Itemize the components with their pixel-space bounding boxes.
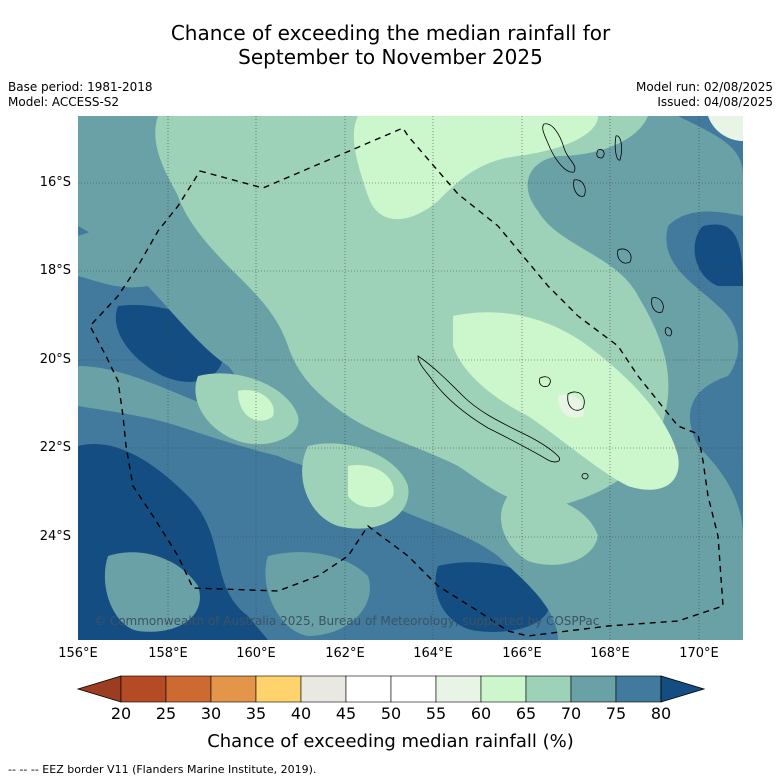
rainfall-map — [78, 116, 743, 640]
lat-label-24s: 24°S — [39, 529, 71, 544]
vanuatu-tanna — [651, 297, 664, 313]
lon-label-168e: 168°E — [590, 646, 630, 661]
lat-label-16s: 16°S — [39, 175, 71, 190]
dark-patch-south — [435, 562, 550, 632]
map-canvas — [78, 116, 743, 640]
lon-label-170e: 170°E — [679, 646, 719, 661]
colorbar-extend-high — [660, 675, 706, 703]
loyalty-island-2 — [567, 391, 585, 411]
lon-label-166e: 166°E — [502, 646, 542, 661]
new-caledonia-island — [417, 355, 561, 463]
lon-label-156e: 156°E — [58, 646, 98, 661]
colorbar-segment — [255, 675, 302, 703]
model-info: Base period: 1981-2018 Model: ACCESS-S2 — [8, 80, 153, 110]
colorbar-segment — [210, 675, 257, 703]
lon-label-158e: 158°E — [148, 646, 188, 661]
colorbar-segment — [165, 675, 212, 703]
vanuatu-efate — [617, 248, 632, 264]
issued-text: Issued: 04/08/2025 — [657, 95, 773, 109]
colorbar-tick-label: 65 — [515, 704, 537, 723]
dark-patch-east — [694, 224, 743, 286]
title-line-2: September to November 2025 — [238, 45, 543, 69]
colorbar-segment — [570, 675, 617, 703]
colorbar-segment — [435, 675, 482, 703]
title-line-1: Chance of exceeding the median rainfall … — [170, 21, 611, 45]
colorbar-tick-label: 20 — [110, 704, 132, 723]
colorbar-tick-label: 30 — [200, 704, 222, 723]
lat-label-18s: 18°S — [39, 263, 71, 278]
vanuatu-small-2 — [614, 135, 623, 161]
eez-legend-note: -- -- -- EEZ border V11 (Flanders Marine… — [8, 763, 317, 776]
colorbar-extend-low — [76, 675, 122, 703]
lat-label-22s: 22°S — [39, 440, 71, 455]
colorbar-tick-label: 75 — [605, 704, 627, 723]
lon-label-162e: 162°E — [325, 646, 365, 661]
band-55-60-small — [238, 390, 274, 421]
run-info: Model run: 02/08/2025 Issued: 04/08/2025 — [636, 80, 773, 110]
loyalty-island-1 — [539, 376, 551, 387]
colorbar-tick-label: 60 — [470, 704, 492, 723]
band-55-60-north — [353, 116, 598, 220]
colorbar-tick-label: 70 — [560, 704, 582, 723]
band-65-70-southwest — [104, 552, 200, 632]
vanuatu-aneityum — [664, 327, 673, 337]
band-65-70-south — [265, 552, 370, 636]
colorbar-segment — [390, 675, 437, 703]
lon-label-160e: 160°E — [236, 646, 276, 661]
colorbar-tick-label: 40 — [290, 704, 312, 723]
base-period-text: Base period: 1981-2018 — [8, 80, 153, 94]
colorbar-tick-label: 35 — [245, 704, 267, 723]
eez-border — [89, 127, 724, 637]
model-run-text: Model run: 02/08/2025 — [635, 80, 773, 94]
band-60-65-far-south — [500, 495, 598, 565]
vanuatu-espiritu-santo — [542, 123, 576, 173]
vanuatu-small-1 — [596, 149, 605, 159]
colorbar-segment — [345, 675, 392, 703]
colorbar-tick-label: 45 — [335, 704, 357, 723]
colorbar-tick-label: 55 — [425, 704, 447, 723]
lat-lon-grid — [78, 116, 743, 640]
model-text: Model: ACCESS-S2 — [8, 95, 120, 109]
colorbar-segment — [300, 675, 347, 703]
isle-of-pines — [581, 473, 589, 480]
lat-label-20s: 20°S — [39, 352, 71, 367]
colorbar-segment — [480, 675, 527, 703]
colorbar-segment — [525, 675, 572, 703]
band-50-55-patch — [558, 394, 584, 418]
band-50-55-corner — [708, 116, 743, 141]
colorbar-segment — [615, 675, 662, 703]
copyright-text: © Commonwealth of Australia 2025, Bureau… — [94, 614, 600, 628]
colorbar-tick-label: 80 — [650, 704, 672, 723]
vanuatu-malekula — [573, 179, 586, 197]
colorbar-tick-label: 50 — [380, 704, 402, 723]
colorbar-title: Chance of exceeding median rainfall (%) — [207, 731, 574, 752]
band-65-70-west — [78, 221, 179, 288]
colorbar-segment — [120, 675, 167, 703]
colorbar — [76, 675, 706, 703]
band-55-60-southwest — [348, 465, 394, 508]
colorbar-tick-label: 25 — [155, 704, 177, 723]
lon-label-164e: 164°E — [413, 646, 453, 661]
